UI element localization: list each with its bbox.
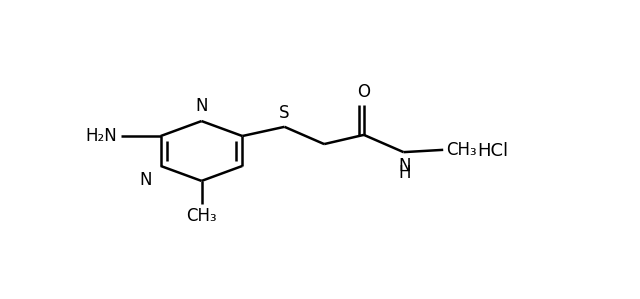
Text: N: N bbox=[140, 170, 152, 189]
Text: H: H bbox=[398, 164, 411, 182]
Text: HCl: HCl bbox=[477, 142, 508, 160]
Text: O: O bbox=[357, 83, 371, 101]
Text: S: S bbox=[279, 104, 290, 122]
Text: CH₃: CH₃ bbox=[186, 208, 217, 225]
Text: CH₃: CH₃ bbox=[445, 141, 476, 159]
Text: N: N bbox=[195, 97, 208, 115]
Text: N: N bbox=[398, 157, 411, 175]
Text: H₂N: H₂N bbox=[85, 127, 117, 145]
